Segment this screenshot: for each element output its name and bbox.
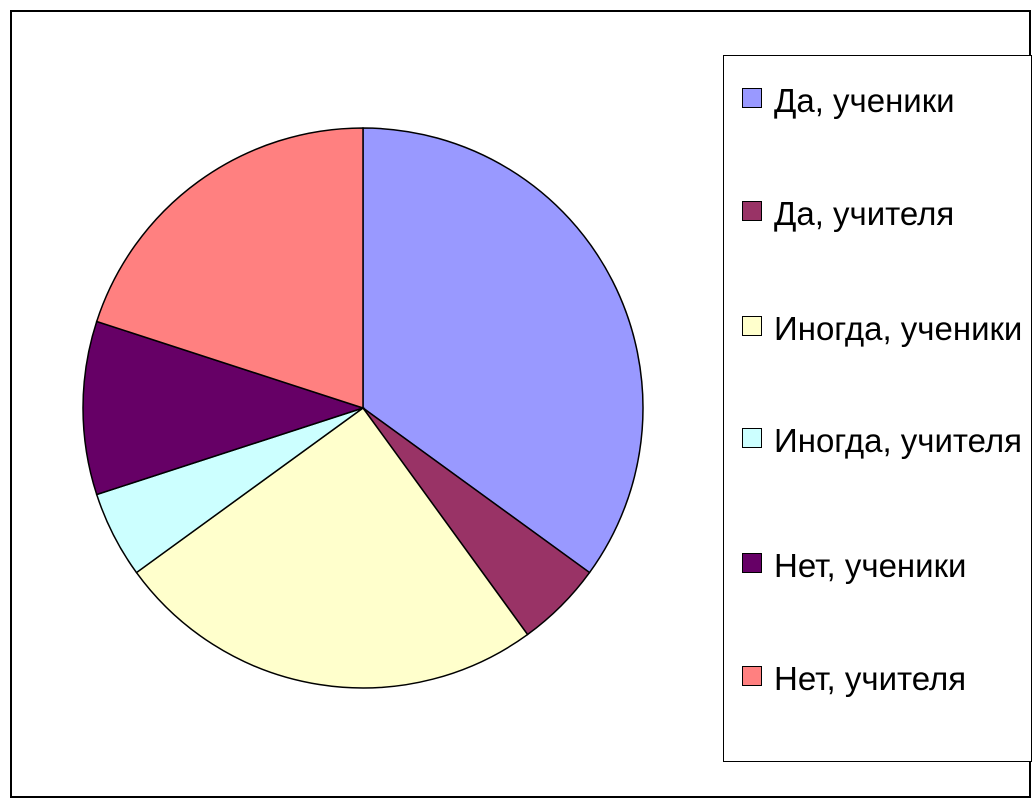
- legend: Да, ученики Да, учителя Иногда, ученики Ино…: [723, 55, 1032, 762]
- legend-label: Да, учителя: [774, 195, 955, 232]
- legend-label: Нет, ученики: [774, 547, 967, 584]
- legend-entry: Да, ученики: [742, 78, 1027, 124]
- legend-label: Нет, учителя: [774, 660, 967, 697]
- legend-swatch: [742, 553, 762, 573]
- legend-entry: Иногда, учителя: [742, 418, 1027, 464]
- legend-swatch: [742, 428, 762, 448]
- pie-slice: [95, 127, 364, 410]
- legend-swatch: [742, 316, 762, 336]
- legend-entry: Нет, ученики: [742, 543, 1027, 589]
- legend-label: Да, ученики: [774, 82, 955, 119]
- legend-entry: Иногда, ученики: [742, 306, 1027, 352]
- pie-slice: [135, 406, 529, 689]
- legend-swatch: [742, 666, 762, 686]
- pie-slice: [82, 320, 366, 496]
- legend-entry: Нет, учителя: [742, 656, 1027, 702]
- legend-swatch: [742, 88, 762, 108]
- legend-label: Иногда, ученики: [774, 310, 1023, 347]
- pie-slice: [362, 127, 644, 574]
- legend-swatch: [742, 201, 762, 221]
- legend-entry: Да, учителя: [742, 191, 1027, 237]
- legend-label: Иногда, учителя: [774, 422, 1023, 459]
